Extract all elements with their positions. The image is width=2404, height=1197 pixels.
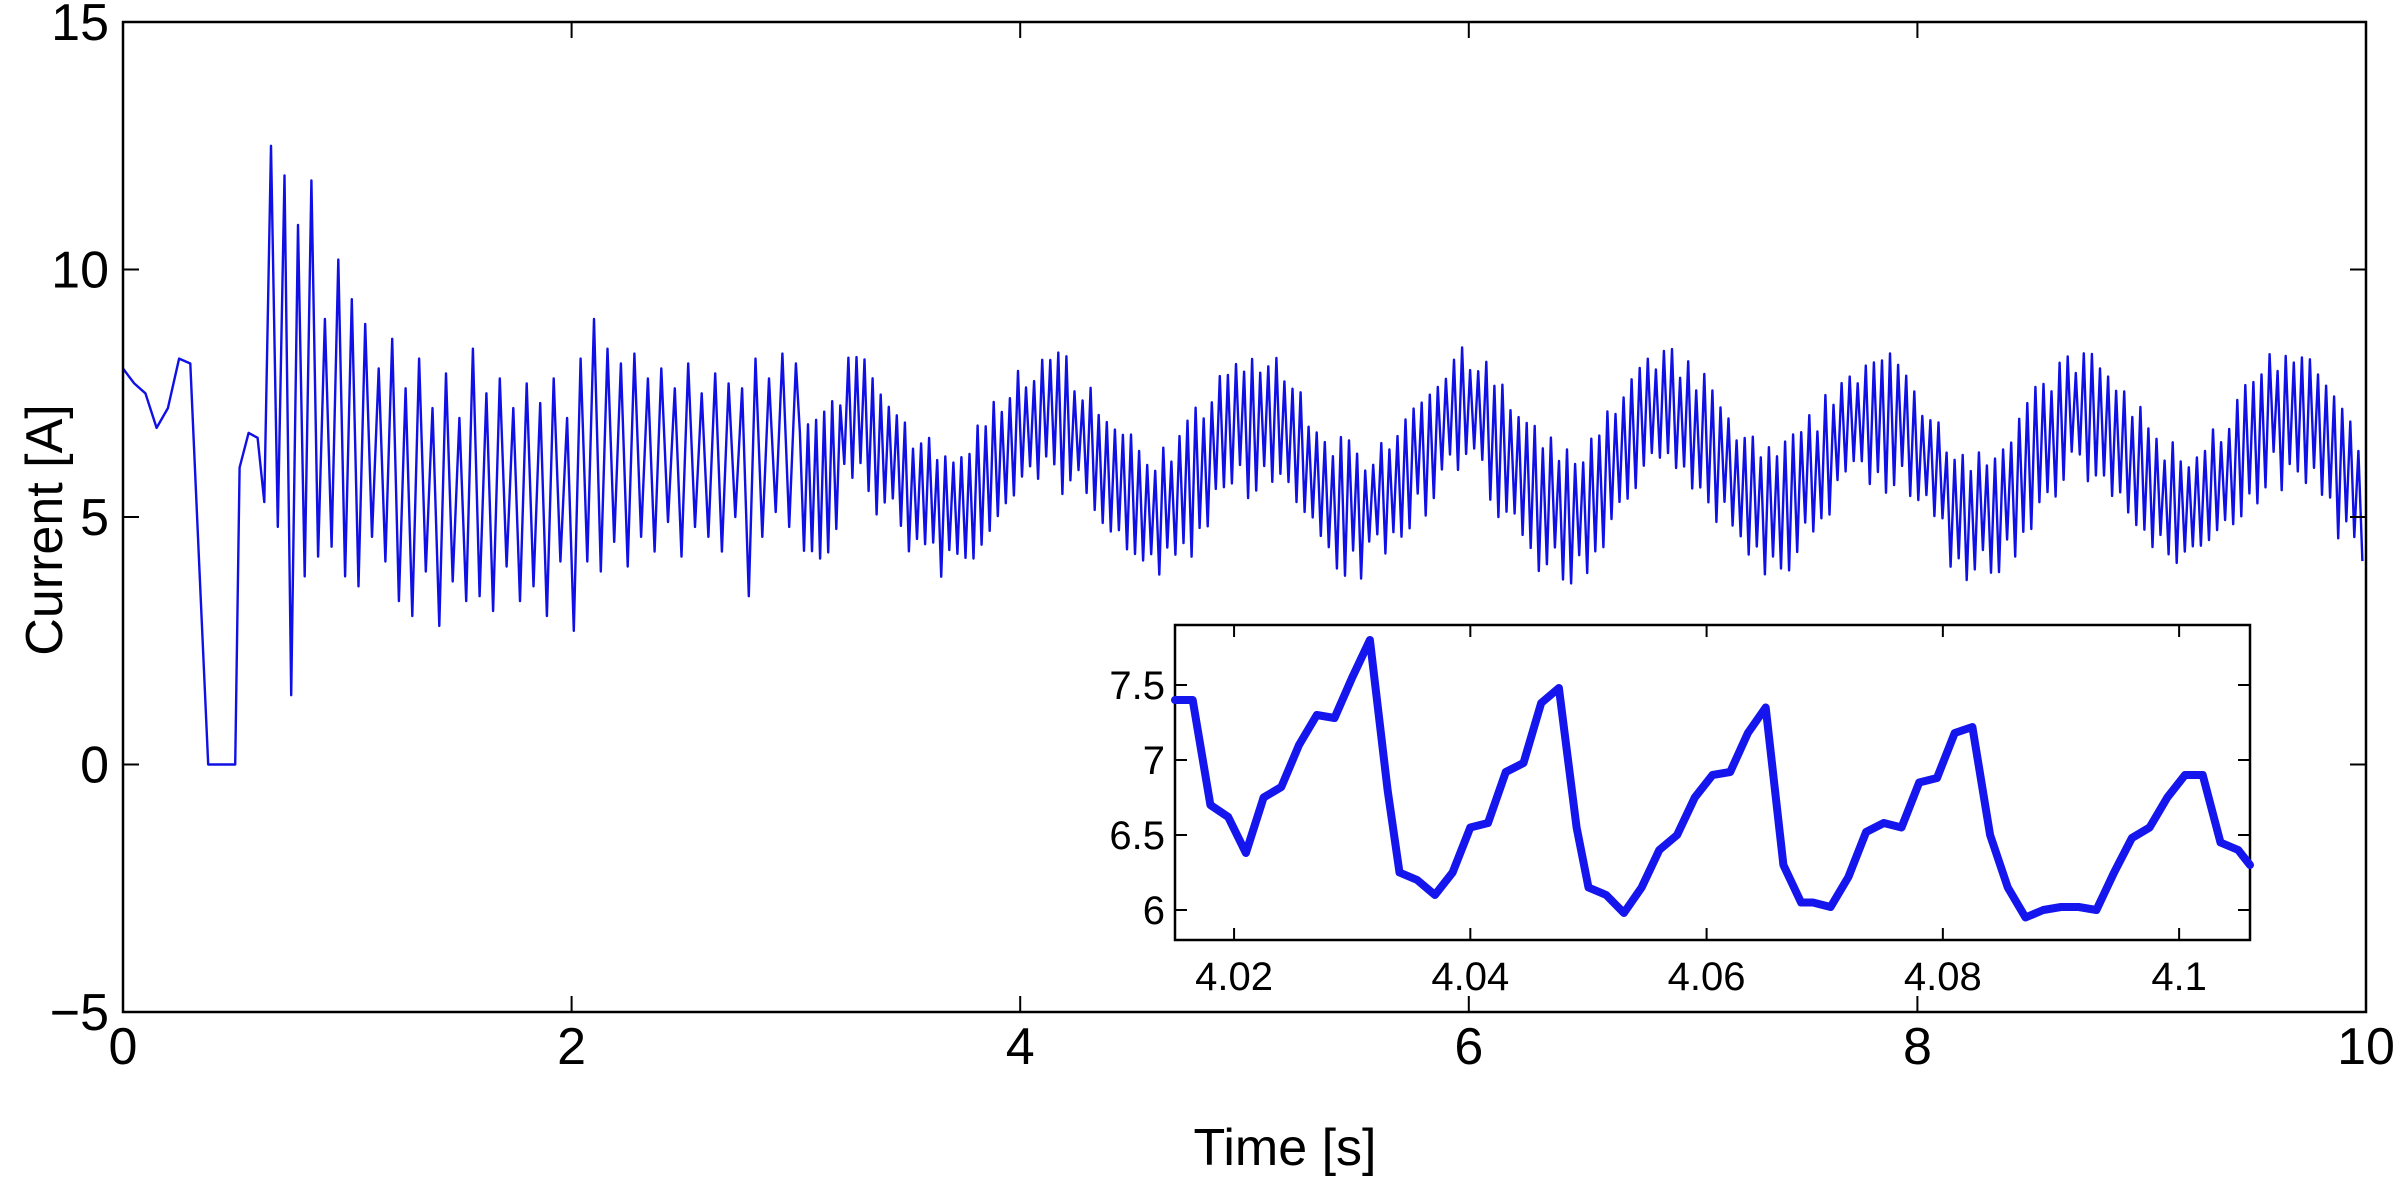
y-tick-label: 15 bbox=[51, 0, 109, 52]
x-tick-label: 0 bbox=[109, 1018, 138, 1076]
x-tick-label: 6 bbox=[1454, 1018, 1483, 1076]
inset-x-tick-label: 4.06 bbox=[1668, 955, 1746, 999]
inset-x-tick-label: 4.08 bbox=[1904, 955, 1982, 999]
x-tick-label: 2 bbox=[557, 1018, 586, 1076]
inset-series-line bbox=[1171, 636, 2254, 922]
main-series-group bbox=[122, 144, 2364, 766]
x-tick-label: 8 bbox=[1903, 1018, 1932, 1076]
inset-x-tick-label: 4.02 bbox=[1195, 955, 1273, 999]
inset-y-tick-label: 6 bbox=[1143, 889, 1165, 933]
inset-y-tick-label: 7 bbox=[1143, 739, 1165, 783]
x-tick-label: 10 bbox=[2337, 1018, 2395, 1076]
inset-group: 4.02 4.04 4.06 4.08 4.1 6 6.5 7 7.5 bbox=[1109, 623, 2254, 999]
y-axis-title: Current [A] bbox=[16, 404, 74, 655]
inset-frame bbox=[1173, 623, 2252, 942]
inset-y-tick-label: 7.5 bbox=[1109, 664, 1165, 708]
x-tick-label: 4 bbox=[1006, 1018, 1035, 1076]
inset-y-tick-label: 6.5 bbox=[1109, 814, 1165, 858]
inset-x-tick-label: 4.04 bbox=[1431, 955, 1509, 999]
y-tick-label: −5 bbox=[50, 984, 109, 1042]
y-tick-label: 5 bbox=[80, 489, 109, 547]
y-tick-label: 10 bbox=[51, 242, 109, 300]
y-tick-label: 0 bbox=[80, 737, 109, 795]
main-series-line bbox=[122, 144, 2364, 766]
x-axis-title: Time [s] bbox=[1194, 1119, 1377, 1177]
inset-x-tick-label: 4.1 bbox=[2151, 955, 2207, 999]
